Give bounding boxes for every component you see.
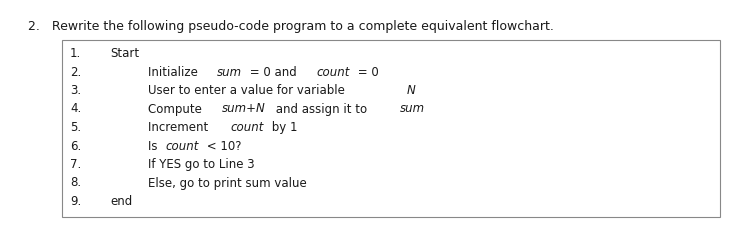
Text: = 0: = 0 [354, 66, 379, 78]
Text: 1.: 1. [70, 47, 81, 60]
Text: by 1: by 1 [268, 121, 298, 134]
Text: sum: sum [400, 102, 424, 115]
Text: and assign it to: and assign it to [272, 102, 371, 115]
Text: 9.: 9. [70, 195, 81, 208]
Text: sum+N: sum+N [222, 102, 266, 115]
Text: Is: Is [148, 140, 161, 153]
Text: Compute: Compute [148, 102, 206, 115]
Text: User to enter a value for variable: User to enter a value for variable [148, 84, 349, 97]
Text: If YES go to Line 3: If YES go to Line 3 [148, 158, 254, 171]
Text: Increment: Increment [148, 121, 212, 134]
Text: Start: Start [110, 47, 140, 60]
Text: 2.   Rewrite the following pseudo-code program to a complete equivalent flowchar: 2. Rewrite the following pseudo-code pro… [28, 20, 554, 33]
Text: N: N [406, 84, 416, 97]
Text: 7.: 7. [70, 158, 81, 171]
Text: < 10?: < 10? [203, 140, 242, 153]
Text: 4.: 4. [70, 102, 81, 115]
Text: count: count [230, 121, 264, 134]
Text: count: count [165, 140, 199, 153]
Text: 2.: 2. [70, 66, 81, 78]
Text: sum: sum [217, 66, 242, 78]
Text: count: count [316, 66, 350, 78]
Bar [62, 40, 720, 217]
Text: end: end [110, 195, 132, 208]
Text: 3.: 3. [70, 84, 81, 97]
Text: 6.: 6. [70, 140, 81, 153]
Text: Else, go to print sum value: Else, go to print sum value [148, 176, 307, 189]
Text: = 0 and: = 0 and [246, 66, 300, 78]
Text: 8.: 8. [70, 176, 81, 189]
Text: Initialize: Initialize [148, 66, 202, 78]
Text: 5.: 5. [70, 121, 81, 134]
